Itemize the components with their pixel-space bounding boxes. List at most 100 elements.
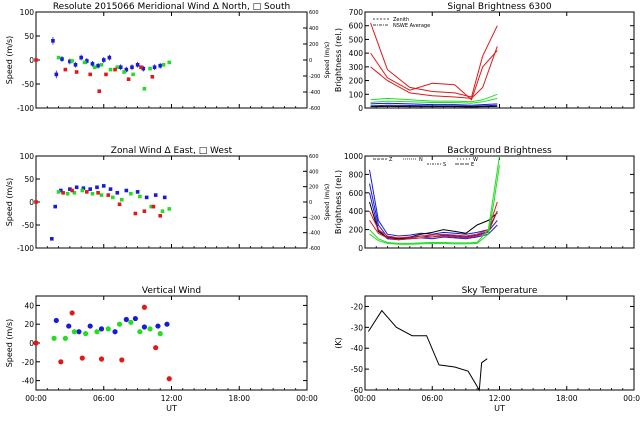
data-point-red	[61, 191, 65, 195]
series-line-black-1	[370, 105, 498, 108]
data-point-red	[34, 200, 38, 204]
data-point-green	[167, 60, 172, 65]
x-tick-label: 12:00	[161, 394, 183, 403]
data-point-red	[58, 359, 64, 365]
chart-vertical: Vertical Wind 00:00 06:00 12:00 18:00 00:00 UT…	[5, 286, 318, 413]
data-point-red	[85, 190, 89, 194]
y-tick-label: -20	[22, 358, 34, 367]
data-point-blue	[73, 63, 78, 67]
data-point-green	[71, 329, 77, 335]
data-point-green	[83, 331, 89, 337]
y-tick-label: -30	[351, 323, 363, 332]
data-point-blue	[68, 59, 72, 64]
y-tick-label: -50	[351, 365, 363, 374]
data-point-green	[142, 87, 147, 91]
y-tick-label: 700	[349, 8, 364, 17]
data-point-blue	[141, 66, 146, 71]
data-point-red	[106, 193, 111, 197]
plot-frame	[35, 11, 308, 109]
series-line-blue-1	[369, 169, 498, 237]
data-point-red	[88, 72, 92, 77]
x-tick-label: 18:00	[556, 394, 578, 403]
data-point-blue	[153, 193, 158, 197]
data-point-green	[129, 191, 133, 196]
x-tick-label: 06:00	[421, 394, 443, 403]
series-line-blue-3	[369, 192, 498, 241]
y-axis-label: Brightness (rel.)	[334, 28, 343, 92]
chart-skytemp: Sky Temperature 00:00 06:00 12:00 18:00 00:00…	[334, 286, 640, 413]
data-point-red	[133, 211, 138, 216]
data-point-blue	[118, 65, 123, 69]
series-line-green-1	[370, 93, 498, 103]
y-axis-label: Speed (m/s)	[5, 319, 14, 368]
y-tick-label-right: -600	[309, 246, 320, 252]
data-point-blue	[155, 323, 161, 329]
data-point-blue	[135, 190, 140, 194]
y-tick-label-right: 200	[309, 185, 319, 191]
series-line-blue-1	[370, 102, 498, 106]
data-point-blue	[112, 329, 118, 335]
data-point-red	[126, 77, 131, 81]
data-point-green	[160, 209, 165, 213]
data-point-green	[92, 65, 97, 69]
plot-frame	[364, 155, 635, 249]
y-tick-label: 50	[24, 175, 34, 184]
data-point-blue	[107, 55, 112, 60]
data-point-red	[79, 355, 85, 361]
y-tick-label: -60	[351, 386, 363, 395]
y-tick-label: 400	[349, 207, 364, 216]
legend-entry: E	[471, 162, 474, 168]
data-point-red	[151, 204, 156, 209]
chart-meridional: Resolute 2015066 Meridional Wind Δ North…	[5, 2, 331, 113]
y-tick-label: 1000	[344, 152, 363, 161]
y-tick-label-right: -400	[309, 231, 320, 237]
series-line-blue-2	[369, 183, 498, 240]
y-tick-label: -50	[22, 80, 34, 89]
y-tick-label: 600	[349, 189, 364, 198]
data-point-green	[122, 70, 126, 74]
y-axis-label: Brightness (rel.)	[334, 170, 343, 234]
y-axis-label: (K)	[334, 337, 343, 349]
data-point-blue	[51, 39, 55, 43]
series-line-red-2	[369, 211, 498, 241]
data-point-red	[150, 75, 155, 79]
data-point-blue	[60, 57, 64, 61]
data-point-blue	[50, 237, 54, 241]
data-point-blue	[87, 323, 93, 329]
data-point-red	[104, 72, 108, 77]
data-point-blue	[88, 187, 92, 191]
data-point-red	[70, 188, 74, 193]
y-tick-label: 0	[29, 198, 34, 207]
y-tick-label: 100	[20, 152, 35, 161]
data-point-blue	[85, 59, 89, 63]
plot-frame	[35, 295, 308, 391]
data-point-green	[90, 191, 95, 196]
data-point-red	[97, 89, 102, 93]
data-point-blue	[162, 195, 167, 200]
series-line-green-2	[370, 97, 498, 104]
y-tick-label-right: -400	[309, 90, 320, 96]
data-point-green	[65, 191, 70, 196]
plot-frame	[364, 295, 635, 391]
data-point-green	[138, 194, 142, 199]
data-point-green	[51, 335, 57, 341]
chart-zonal: Zonal Wind Δ East, □ West -100 -50 0 50 100 Sp…	[5, 146, 331, 253]
data-point-green	[80, 188, 85, 193]
chart-signal: Signal Brightness 6300 0 100 200 300 400 500 60…	[334, 2, 635, 113]
data-point-red	[63, 67, 68, 72]
y-tick-label: 0	[358, 104, 363, 113]
data-point-red	[113, 67, 117, 72]
y-axis-label: Speed (m/s)	[5, 36, 14, 85]
y-tick-label: -20	[351, 302, 363, 311]
data-point-blue	[74, 185, 79, 190]
data-point-red	[33, 340, 39, 346]
series-line-red-3	[370, 46, 498, 99]
y-tick-label: 100	[349, 90, 364, 99]
data-point-blue	[96, 63, 100, 68]
y-axis-label: Speed (m/s)	[5, 178, 14, 227]
y-tick-label-right: 200	[309, 42, 319, 48]
y-tick-label: 100	[20, 8, 35, 17]
data-point-red	[69, 310, 75, 316]
